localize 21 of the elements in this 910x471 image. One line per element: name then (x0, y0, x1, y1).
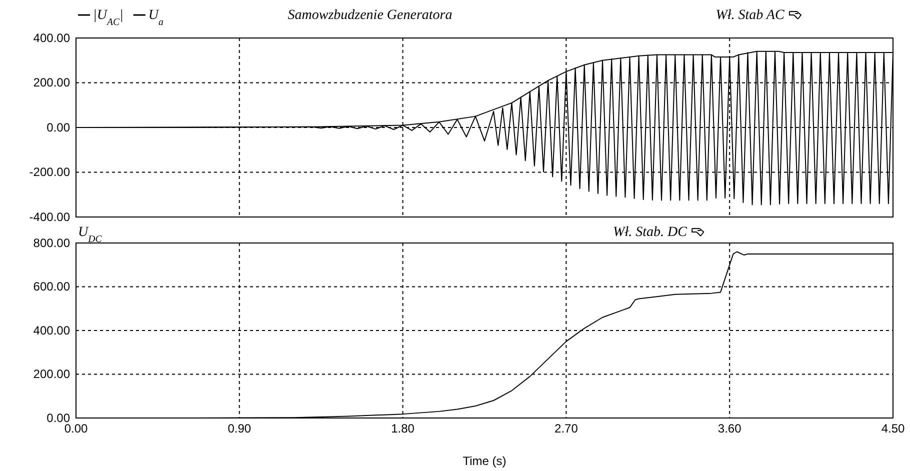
y-tick-label: 800.00 (33, 236, 70, 250)
x-tick-label: 1.80 (391, 422, 415, 436)
y-tick-label: 200.00 (33, 367, 70, 382)
y-tick-label: -400.00 (29, 210, 70, 224)
text: U$_{DC}$ (78, 225, 102, 244)
text: Wł. Stab. DC (613, 225, 688, 240)
text: Samowzbudzenie Generatora (288, 8, 452, 23)
x-axis-title: Time (s) (462, 454, 506, 468)
x-tick-label: 3.60 (718, 422, 742, 436)
x-tick-label: 4.50 (881, 422, 905, 436)
y-tick-label: 600.00 (33, 280, 70, 294)
y-tick-label: -200.00 (29, 165, 70, 180)
x-tick-label: 2.70 (554, 422, 578, 436)
y-tick-label: 400.00 (33, 323, 70, 338)
legend-label: |U$_{AC}$| (93, 8, 124, 28)
y-tick-label: 400.00 (33, 30, 70, 45)
y-tick-label: 0.00 (46, 120, 70, 134)
y-tick-label: 200.00 (33, 76, 70, 90)
legend-label: U$_{a}$ (148, 8, 164, 28)
text: Wł. Stab AC (716, 8, 785, 23)
x-tick-label: 0.90 (228, 422, 252, 436)
